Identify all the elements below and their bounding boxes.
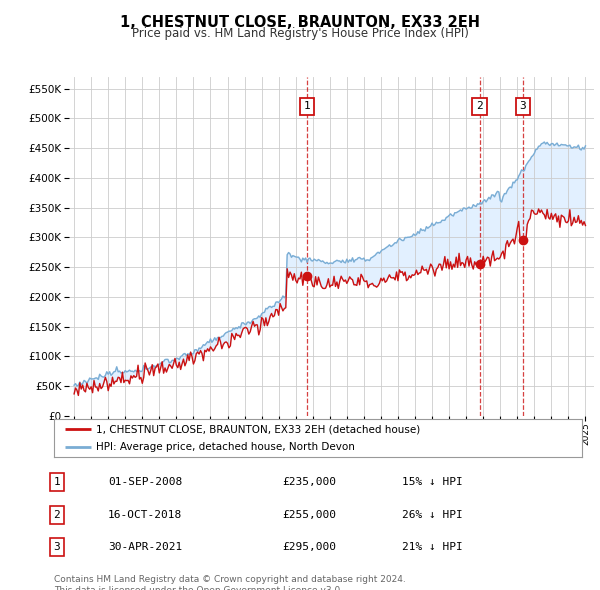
Text: HPI: Average price, detached house, North Devon: HPI: Average price, detached house, Nort… bbox=[96, 442, 355, 452]
Text: 30-APR-2021: 30-APR-2021 bbox=[108, 542, 182, 552]
Text: 1, CHESTNUT CLOSE, BRAUNTON, EX33 2EH (detached house): 1, CHESTNUT CLOSE, BRAUNTON, EX33 2EH (d… bbox=[96, 424, 421, 434]
Text: 3: 3 bbox=[520, 101, 526, 112]
Text: Contains HM Land Registry data © Crown copyright and database right 2024.
This d: Contains HM Land Registry data © Crown c… bbox=[54, 575, 406, 590]
Text: 26% ↓ HPI: 26% ↓ HPI bbox=[402, 510, 463, 520]
Text: 16-OCT-2018: 16-OCT-2018 bbox=[108, 510, 182, 520]
Text: 01-SEP-2008: 01-SEP-2008 bbox=[108, 477, 182, 487]
Text: Price paid vs. HM Land Registry's House Price Index (HPI): Price paid vs. HM Land Registry's House … bbox=[131, 27, 469, 40]
Text: £235,000: £235,000 bbox=[282, 477, 336, 487]
Text: 3: 3 bbox=[53, 542, 61, 552]
Text: 15% ↓ HPI: 15% ↓ HPI bbox=[402, 477, 463, 487]
Text: 1: 1 bbox=[304, 101, 310, 112]
Text: £255,000: £255,000 bbox=[282, 510, 336, 520]
Text: 21% ↓ HPI: 21% ↓ HPI bbox=[402, 542, 463, 552]
Text: 1, CHESTNUT CLOSE, BRAUNTON, EX33 2EH: 1, CHESTNUT CLOSE, BRAUNTON, EX33 2EH bbox=[120, 15, 480, 30]
Text: 2: 2 bbox=[476, 101, 483, 112]
Text: 2: 2 bbox=[53, 510, 61, 520]
Text: £295,000: £295,000 bbox=[282, 542, 336, 552]
Text: 1: 1 bbox=[53, 477, 61, 487]
